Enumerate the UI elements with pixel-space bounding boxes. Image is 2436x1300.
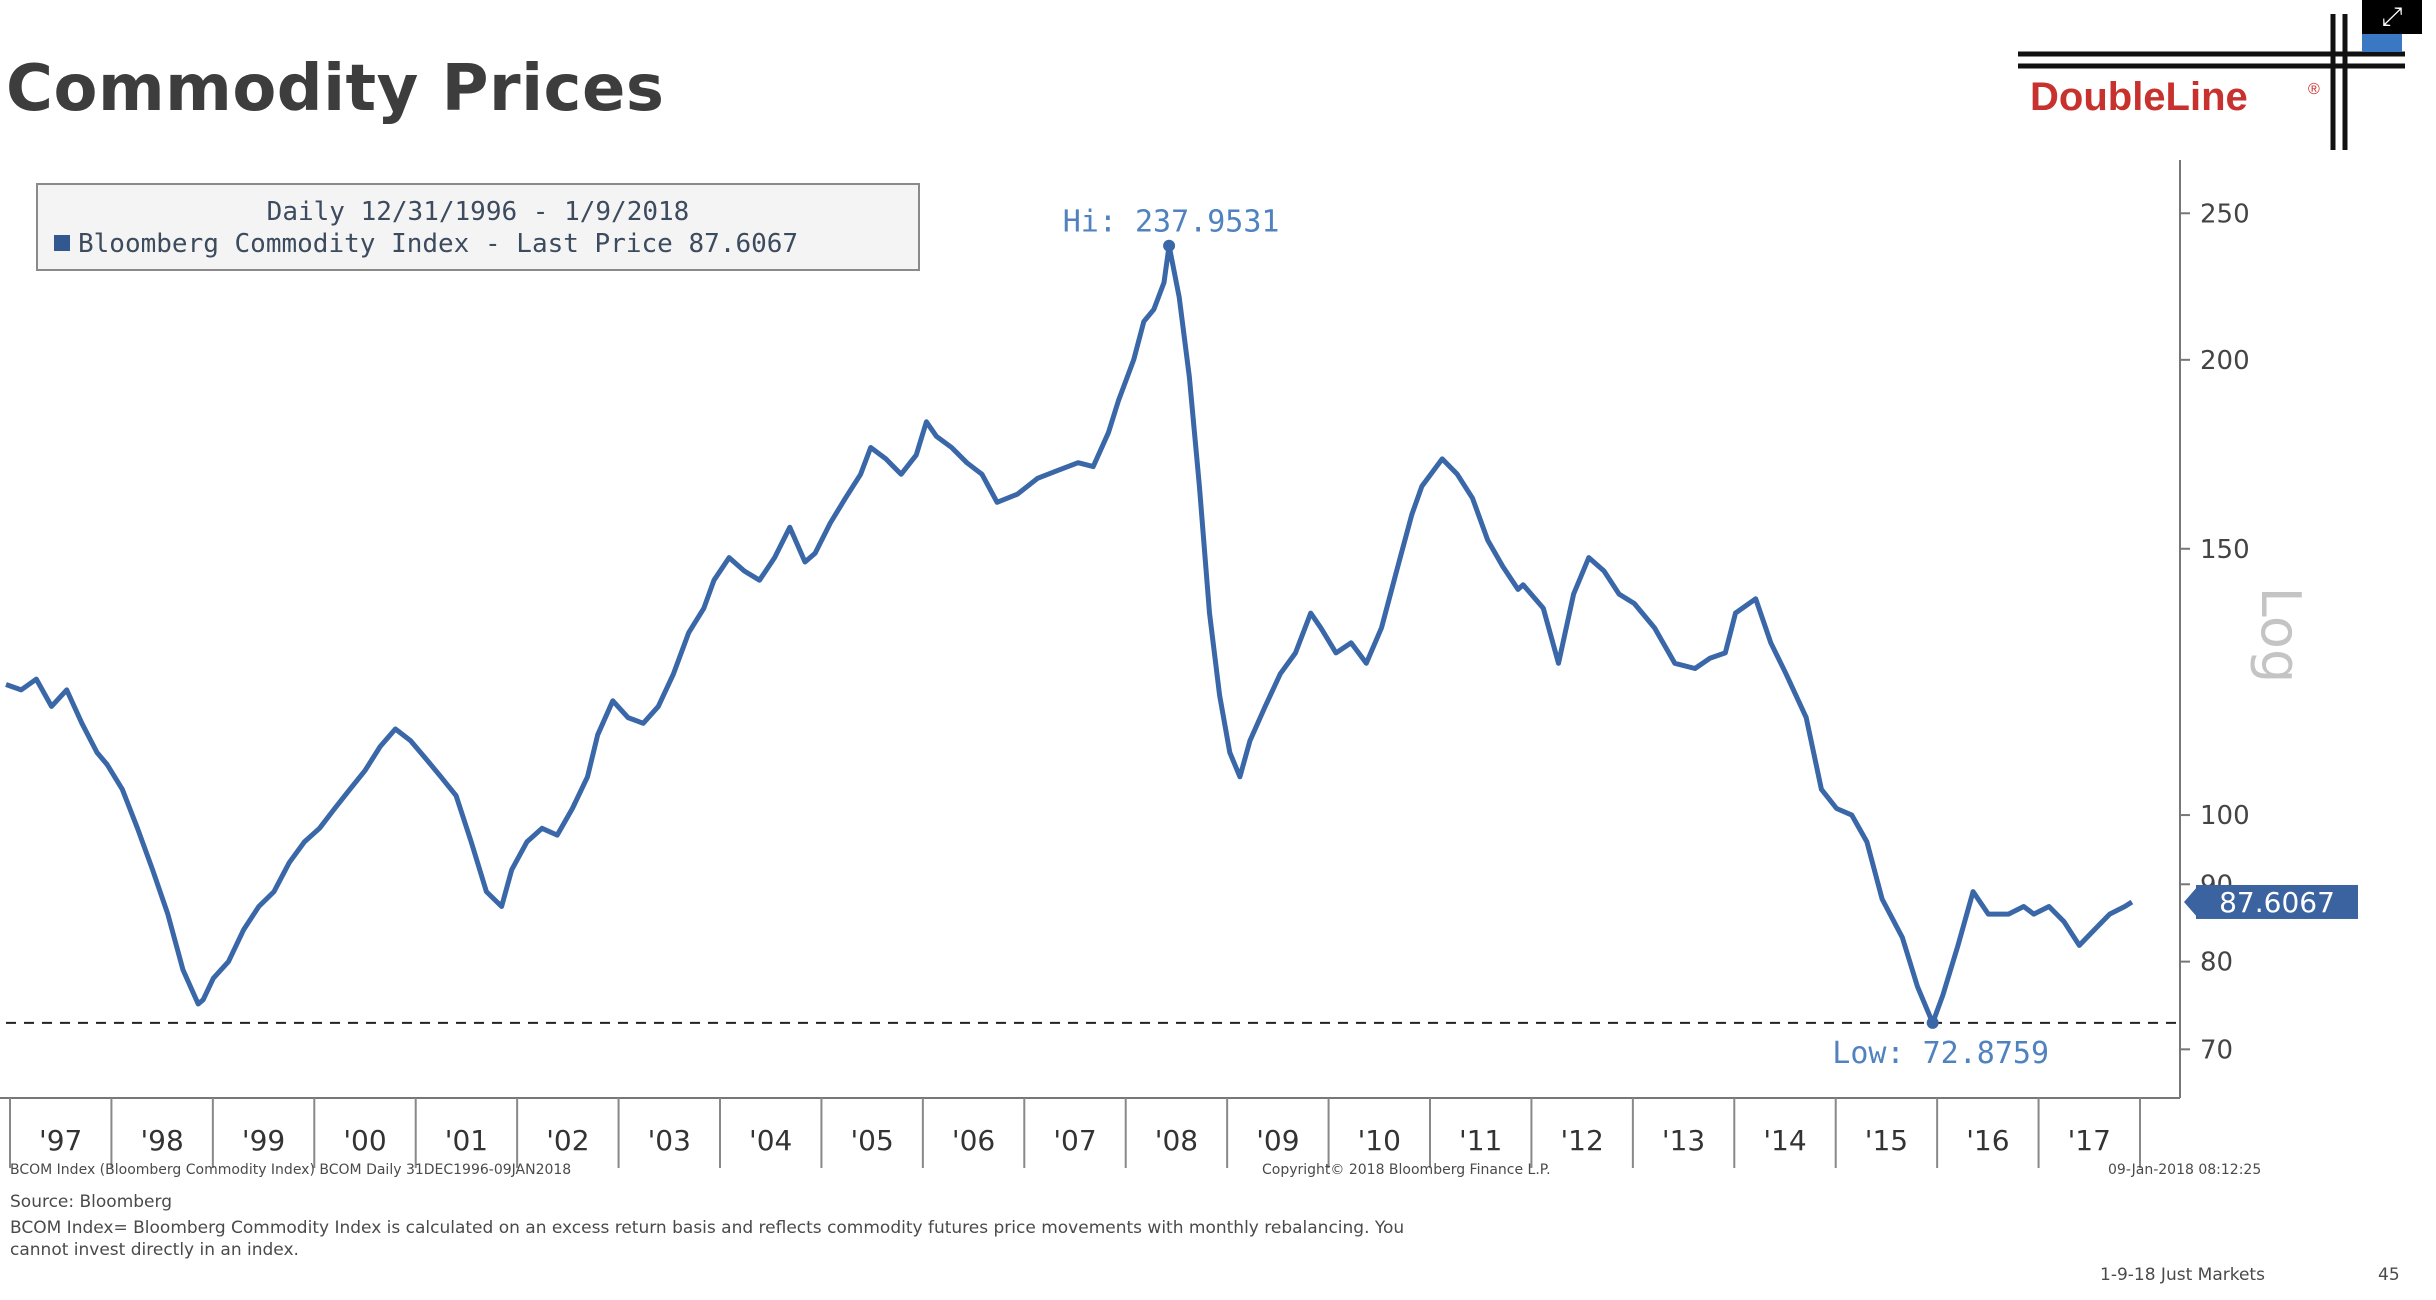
legend-title: Daily 12/31/1996 - 1/9/2018 [266, 197, 690, 227]
y-tick-label: 200 [2200, 346, 2250, 376]
x-tick-label: '11 [1459, 1124, 1502, 1157]
logo-mark: ® [2308, 81, 2320, 98]
low-marker [1926, 1016, 1939, 1029]
y-tick-label: 100 [2200, 801, 2250, 831]
expand-accent [2362, 34, 2402, 52]
x-tick-label: '17 [2068, 1124, 2111, 1157]
legend-entry: Bloomberg Commodity Index - Last Price 8… [54, 229, 918, 259]
footer-copyright: Copyright© 2018 Bloomberg Finance L.P. [1262, 1162, 1551, 1178]
page-title: Commodity Prices [6, 52, 665, 126]
x-tick-label: '97 [39, 1124, 82, 1157]
x-tick-label: '03 [648, 1124, 691, 1157]
y-tick-label: 150 [2200, 535, 2250, 565]
x-tick-label: '06 [952, 1124, 995, 1157]
x-tick-label: '08 [1155, 1124, 1198, 1157]
x-tick-label: '16 [1966, 1124, 2009, 1157]
x-tick-label: '01 [445, 1124, 488, 1157]
series-line [5, 243, 2134, 1026]
footer-meta: BCOM Index (Bloomberg Commodity Index) B… [10, 1162, 572, 1178]
x-tick-label: '00 [343, 1124, 386, 1157]
x-tick-label: '05 [850, 1124, 893, 1157]
doubleline-logo: DoubleLine ® [2018, 14, 2405, 150]
hi-label: Hi: 237.9531 [1063, 205, 1280, 240]
x-tick-label: '14 [1763, 1124, 1806, 1157]
x-tick-label: '04 [749, 1124, 792, 1157]
footer-source: Source: Bloomberg [10, 1192, 172, 1212]
last-price-label: 87.6067 [2219, 886, 2335, 919]
y-tick-label: 70 [2200, 1035, 2233, 1065]
x-tick-label: '10 [1358, 1124, 1401, 1157]
hi-marker [1163, 239, 1176, 252]
footer-note-line1: BCOM Index= Bloomberg Commodity Index is… [10, 1218, 1405, 1238]
x-tick-label: '12 [1560, 1124, 1603, 1157]
footer-page-label: 1-9-18 Just Markets [2100, 1265, 2265, 1285]
footer-note-line2: cannot invest directly in an index. [10, 1240, 299, 1260]
last-price-pointer [2184, 885, 2198, 918]
footer-page-number: 45 [2378, 1265, 2400, 1285]
x-tick-label: '02 [546, 1124, 589, 1157]
y-tick-label: 80 [2200, 948, 2233, 978]
legend-swatch [54, 235, 70, 251]
x-tick-label: '13 [1662, 1124, 1705, 1157]
footer-timestamp: 09-Jan-2018 08:12:25 [2108, 1162, 2262, 1178]
x-tick-label: '09 [1256, 1124, 1299, 1157]
y-axis-title: Log [2249, 587, 2312, 683]
y-tick-label: 250 [2200, 199, 2250, 229]
legend-entry-label: Bloomberg Commodity Index - Last Price 8… [78, 229, 799, 259]
x-tick-label: '07 [1053, 1124, 1096, 1157]
logo-text: DoubleLine [2030, 75, 2248, 119]
x-tick-label: '98 [140, 1124, 183, 1157]
x-tick-label: '99 [242, 1124, 285, 1157]
chart-legend: Daily 12/31/1996 - 1/9/2018 Bloomberg Co… [36, 183, 920, 271]
low-label: Low: 72.8759 [1832, 1036, 2049, 1071]
last-price-badge [2196, 884, 2358, 919]
x-tick-label: '15 [1865, 1124, 1908, 1157]
expand-icon[interactable]: ⤢ [2362, 0, 2422, 34]
